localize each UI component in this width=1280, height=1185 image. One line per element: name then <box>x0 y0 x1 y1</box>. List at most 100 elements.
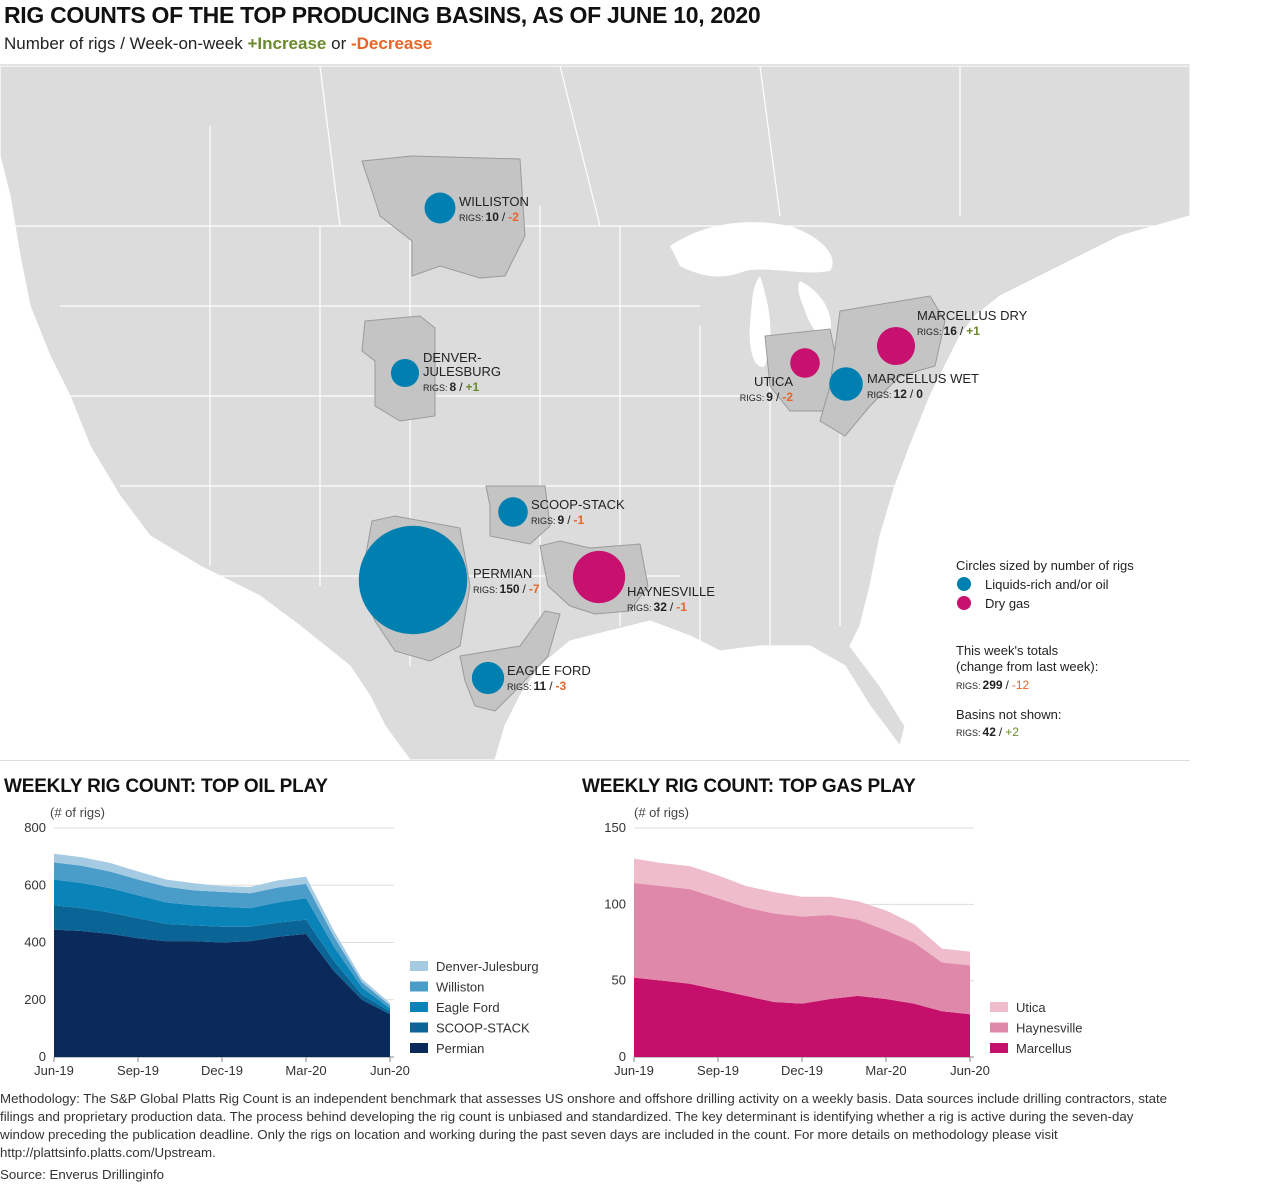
totals-change: -12 <box>1012 678 1030 692</box>
top-divider <box>0 64 1190 66</box>
not-shown-rigs-label: RIGS: <box>956 728 981 738</box>
area-permian <box>54 929 390 1057</box>
legend-label: Eagle Ford <box>436 1000 500 1015</box>
eagle-ford-bubble <box>471 661 505 695</box>
eagle-ford-rigs: 11 <box>534 679 547 693</box>
area-haynesville <box>634 882 970 1015</box>
permian-slash: / <box>523 582 527 596</box>
map-legend: Circles sized by number of rigs Liquids-… <box>956 558 1134 739</box>
eagle-ford-change: -3 <box>556 679 567 693</box>
marcellus-region <box>819 295 946 437</box>
denver-julesburg-rigs-label: RIGS: <box>423 383 448 393</box>
legend-gas-label: Dry gas <box>985 596 1030 611</box>
x-tick-label: Jun-20 <box>370 1063 410 1078</box>
totals-heading-2: (change from last week): <box>956 659 1098 674</box>
x-tick-label: Jun-19 <box>614 1063 654 1078</box>
x-tick-label: Dec-19 <box>201 1063 243 1078</box>
marcellus-wet-rigs-label: RIGS: <box>867 390 892 400</box>
subtitle-text: Number of rigs / Week-on-week <box>4 34 243 53</box>
area-marcellus <box>634 977 970 1057</box>
williston-change: -2 <box>508 210 519 224</box>
not-shown-value: RIGS: 42/+2 <box>956 725 1019 739</box>
lake-huron <box>798 281 831 337</box>
area-williston <box>54 862 390 1009</box>
totals-heading-1: This week's totals <box>956 643 1059 658</box>
scoop-stack-rigs: 9 <box>558 513 565 527</box>
land-mass <box>0 66 1190 760</box>
gas-chart-unit: (# of rigs) <box>634 805 689 820</box>
x-tick-label: Jun-20 <box>950 1063 990 1078</box>
legend-label: Williston <box>436 980 484 995</box>
legend-label: Utica <box>1016 1000 1046 1015</box>
subtitle-increase: +Increase <box>247 34 327 53</box>
not-shown-heading: Basins not shown: <box>956 707 1062 722</box>
legend-oil-swatch <box>957 577 971 591</box>
oil-chart-title: WEEKLY RIG COUNT: TOP OIL PLAY <box>4 776 328 797</box>
y-tick-label: 0 <box>619 1049 626 1064</box>
totals-value: RIGS: 299/-12 <box>956 678 1030 692</box>
y-tick-label: 0 <box>39 1049 46 1064</box>
denver-julesburg-rigs-value: RIGS: 8/+1 <box>423 380 480 394</box>
not-shown-rigs: 42 <box>983 725 997 739</box>
marcellus-dry-label: MARCELLUS DRY <box>917 308 1028 323</box>
totals-rigs: 299 <box>983 678 1003 692</box>
legend-swatch <box>410 961 428 971</box>
subtitle-or: or <box>331 34 347 53</box>
marcellus-wet-rigs: 12 <box>894 387 908 401</box>
utica-bubble <box>790 348 820 378</box>
haynesville-rigs-value: RIGS: 32/-1 <box>627 600 687 614</box>
marcellus-dry-bubble <box>876 326 916 366</box>
legend-heading: Circles sized by number of rigs <box>956 558 1134 573</box>
y-tick-label: 800 <box>24 820 46 835</box>
legend-swatch <box>990 1022 1008 1033</box>
area-utica <box>634 858 970 966</box>
denver-julesburg-slash: / <box>459 380 463 394</box>
eagle-ford-rigs-label: RIGS: <box>507 682 532 692</box>
lake-michigan <box>749 276 771 367</box>
legend-swatch <box>410 1022 428 1033</box>
haynesville-rigs-label: RIGS: <box>627 603 652 613</box>
legend-label: Permian <box>436 1041 484 1056</box>
legend-label: Haynesville <box>1016 1021 1082 1036</box>
eagle-ford-rigs-value: RIGS: 11/-3 <box>507 679 567 693</box>
denver-julesburg-rigs: 8 <box>450 380 457 394</box>
williston-rigs-label: RIGS: <box>459 213 484 223</box>
y-tick-label: 100 <box>604 896 626 911</box>
permian-label: PERMIAN <box>473 566 532 581</box>
marcellus-wet-label: MARCELLUS WET <box>867 371 979 386</box>
marcellus-dry-rigs-label: RIGS: <box>917 327 942 337</box>
y-tick-label: 150 <box>604 820 626 835</box>
marcellus-dry-rigs: 16 <box>944 324 958 338</box>
permian-rigs-value: RIGS: 150/-7 <box>473 582 540 596</box>
eagle-ford-slash: / <box>549 679 553 693</box>
gas-chart-title: WEEKLY RIG COUNT: TOP GAS PLAY <box>582 776 916 797</box>
oil-chart-unit: (# of rigs) <box>50 805 105 820</box>
williston-rigs-value: RIGS: 10/-2 <box>459 210 519 224</box>
not-shown-slash: / <box>999 725 1003 739</box>
utica-change: -2 <box>782 390 793 404</box>
haynesville-change: -1 <box>676 600 687 614</box>
eagle-ford-label: EAGLE FORD <box>507 663 591 678</box>
haynesville-slash: / <box>670 600 674 614</box>
haynesville-rigs: 32 <box>654 600 668 614</box>
haynesville-label: HAYNESVILLE <box>627 584 715 599</box>
permian-change: -7 <box>529 582 540 596</box>
scoop-stack-rigs-label: RIGS: <box>531 516 556 526</box>
williston-bubble <box>424 192 456 224</box>
scoop-stack-rigs-value: RIGS: 9/-1 <box>531 513 585 527</box>
denver-julesburg-change: +1 <box>466 380 480 394</box>
x-tick-label: Jun-19 <box>34 1063 74 1078</box>
marcellus-wet-bubble <box>829 367 863 401</box>
gas-chart: 0 50 100 150 Jun-19 Sep-19 Dec-19 Mar-20 Jun-20 U… <box>604 820 1082 1078</box>
methodology-note: Methodology: The S&P Global Platts Rig C… <box>0 1091 1168 1160</box>
y-tick-label: 50 <box>612 973 626 988</box>
denver-julesburg-label: JULESBURG <box>423 364 501 379</box>
williston-label: WILLISTON <box>459 194 529 209</box>
utica-rigs-value: RIGS: 9/-2 <box>740 390 794 404</box>
legend-label: SCOOP-STACK <box>436 1021 530 1036</box>
y-tick-label: 200 <box>24 992 46 1007</box>
subtitle-decrease: -Decrease <box>350 34 433 53</box>
denver-julesburg-bubble <box>390 358 420 388</box>
